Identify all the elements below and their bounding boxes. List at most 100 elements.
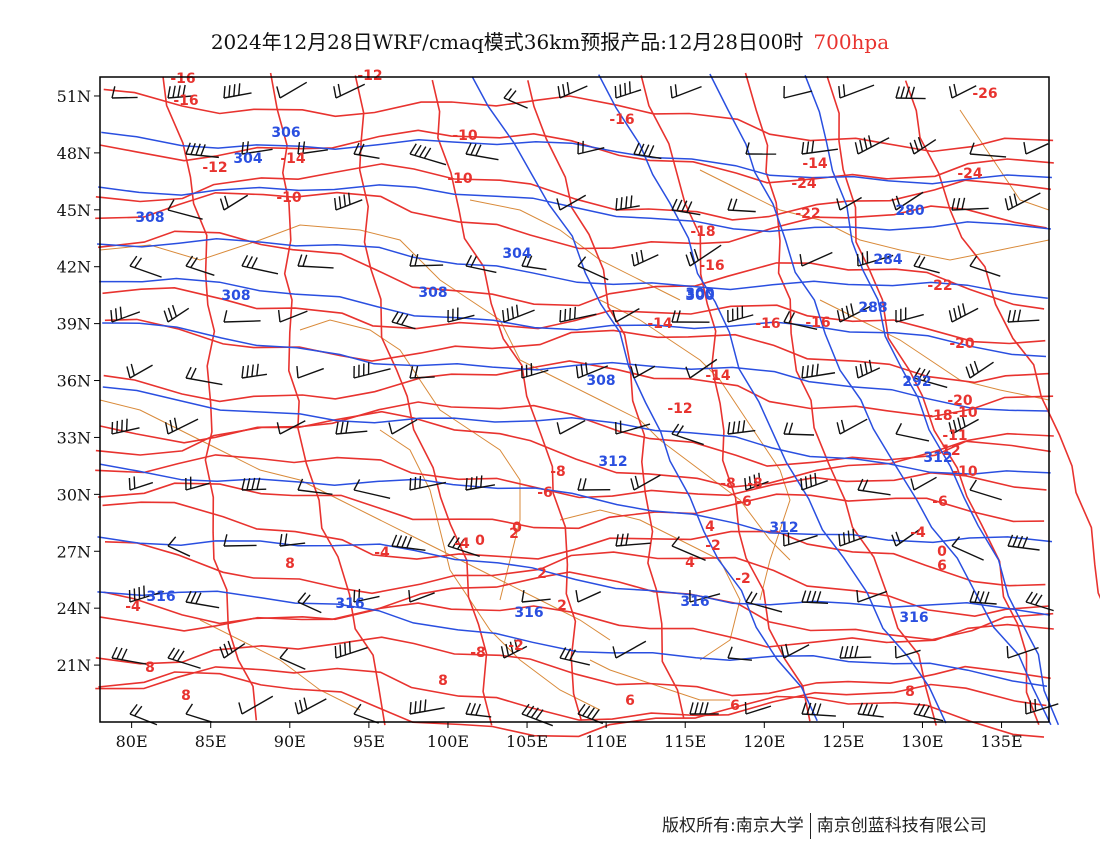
temperature-label: 8: [285, 556, 295, 572]
wind-barb: [969, 479, 1002, 501]
wind-barb: [277, 309, 308, 323]
height-label: 292: [902, 374, 931, 390]
wind-barb: [671, 536, 706, 561]
geopotential-contour: [709, 73, 1052, 726]
temperature-label: -16: [699, 258, 724, 274]
wind-barb: [630, 474, 661, 491]
wind-barb: [297, 478, 333, 495]
temperature-contour: [98, 230, 1045, 310]
wind-barb: [167, 199, 203, 220]
temperature-contour: [826, 75, 1040, 725]
temperature-label: -4: [374, 545, 390, 561]
lon-tick-label: 80E: [116, 732, 148, 751]
wind-barb: [1007, 309, 1040, 323]
geopotential-contour: [101, 131, 1052, 185]
temperature-label: 2: [537, 566, 547, 582]
geopotential-contour: [102, 386, 1051, 475]
wind-barb: [409, 254, 444, 267]
geopotential-contour: [100, 463, 1053, 544]
temperature-label: 0: [937, 544, 947, 560]
temperature-contour: [99, 129, 1054, 184]
wind-barb: [502, 304, 535, 323]
wind-barb: [335, 421, 368, 435]
wind-barb: [745, 142, 777, 155]
wind-barb: [465, 142, 499, 161]
wind-barb: [855, 359, 881, 379]
temperature-contour: [98, 482, 1045, 530]
wind-barb: [391, 311, 416, 330]
wind-barb: [129, 703, 158, 726]
wind-barb: [1004, 192, 1041, 211]
lon-tick-label: 120E: [743, 732, 785, 751]
wind-barb: [1023, 142, 1049, 155]
border-line: [559, 509, 741, 661]
wind-barb: [334, 641, 368, 659]
wind-barb: [615, 420, 651, 435]
temperature-label: 6: [625, 693, 635, 709]
lat-tick-label: 21N: [57, 656, 91, 675]
wind-barb: [838, 84, 875, 99]
wind-barb: [948, 83, 977, 99]
temperature-label: -11: [942, 428, 967, 444]
copyright-company: 南京创蓝科技有限公司: [816, 816, 987, 836]
geopotential-contour: [97, 590, 1048, 687]
wind-barb: [163, 304, 190, 323]
temperature-contour: [102, 286, 1046, 345]
wind-barb: [689, 702, 719, 715]
temperature-label: -2: [735, 571, 751, 587]
lat-tick-label: 30N: [57, 485, 91, 504]
temperature-contour: [95, 163, 1052, 221]
temperature-label: 0: [475, 533, 485, 549]
wind-barb: [800, 472, 828, 491]
temperature-label: 8: [905, 684, 915, 700]
wind-barb: [556, 419, 586, 435]
wind-barb: [671, 310, 710, 323]
wind-barb: [633, 142, 662, 160]
temperature-label: -22: [927, 278, 952, 294]
temperature-label: -24: [957, 166, 983, 182]
temperature-label: -10: [952, 464, 978, 480]
temperature-labels: -16-16-12-12-10-10-14-16-10-18-16-14-14-…: [125, 68, 997, 714]
temperature-label: -14: [802, 156, 828, 172]
lon-tick-label: 100E: [427, 732, 469, 751]
geopotential-contour: [97, 536, 1051, 616]
geopotential-contour: [598, 74, 947, 724]
temperature-contour: [95, 666, 1047, 721]
wind-barb: [465, 702, 492, 718]
wind-barb: [465, 475, 496, 491]
wind-barb: [689, 589, 721, 603]
wind-barb: [126, 363, 153, 379]
temperature-label: -14: [647, 316, 673, 332]
temperature-label: 4: [705, 519, 715, 535]
wind-barb: [276, 81, 308, 99]
height-label: 284: [873, 252, 902, 268]
wind-barb: [856, 589, 888, 603]
temperature-label: -8: [470, 645, 486, 661]
wind-barb: [279, 533, 306, 547]
wind-barb: [353, 362, 391, 379]
wind-barb: [559, 306, 597, 323]
lat-tick-label: 39N: [57, 315, 91, 334]
wind-barb: [409, 699, 445, 715]
border-line: [99, 399, 611, 641]
wind-barb: [164, 417, 199, 435]
wind-barb: [857, 478, 891, 496]
temperature-label: 2: [509, 526, 519, 542]
temperature-label: 8: [145, 660, 155, 676]
height-label: 312: [923, 450, 952, 466]
wind-barb: [801, 590, 829, 605]
temperature-label: -14: [705, 368, 731, 384]
wind-barb: [276, 420, 306, 435]
lat-tick-label: 33N: [57, 428, 91, 447]
title-level: 700hpa: [813, 30, 890, 54]
wind-barb: [388, 419, 418, 435]
temperature-contours: [95, 72, 1100, 738]
wind-barb: [577, 703, 604, 725]
geopotential-contour: [471, 76, 818, 722]
height-label: 312: [598, 454, 627, 470]
wind-barb: [185, 366, 223, 386]
wind-barb: [559, 647, 590, 666]
wind-barb: [575, 590, 602, 603]
border-line: [589, 659, 730, 701]
